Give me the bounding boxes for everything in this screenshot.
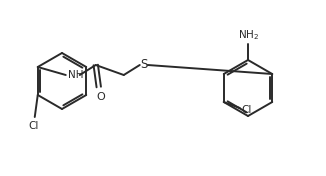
Text: Cl: Cl <box>242 105 252 115</box>
Text: Cl: Cl <box>29 121 39 131</box>
Text: NH$_2$: NH$_2$ <box>238 28 259 42</box>
Text: O: O <box>96 92 105 102</box>
Text: NH: NH <box>68 70 83 80</box>
Text: S: S <box>140 58 147 71</box>
